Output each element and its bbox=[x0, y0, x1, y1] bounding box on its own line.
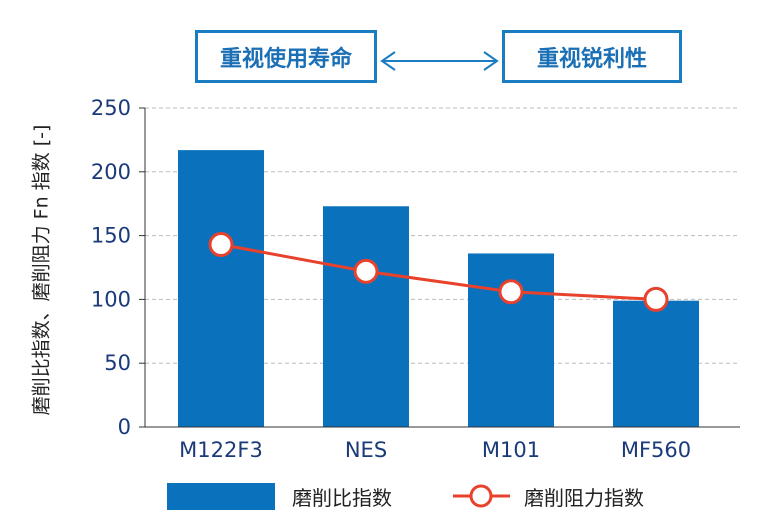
line-point-MF560 bbox=[643, 286, 669, 312]
bar-MF560 bbox=[613, 300, 699, 427]
legend-line-label: 磨削阻力指数 bbox=[524, 486, 644, 510]
y-tick-label: 100 bbox=[91, 287, 131, 311]
line-point-M122F3 bbox=[208, 232, 234, 258]
line-point-NES bbox=[353, 258, 379, 284]
label-box-long-life: 重视使用寿命 bbox=[195, 30, 377, 83]
bar-NES bbox=[323, 206, 409, 427]
line-series bbox=[220, 243, 657, 301]
sharpness-label: 重视锐利性 bbox=[536, 46, 647, 72]
line-point-M101 bbox=[498, 279, 524, 305]
legend-bar-swatch bbox=[167, 483, 275, 510]
y-tick-label: 200 bbox=[91, 160, 131, 184]
x-tick-label: MF560 bbox=[621, 438, 691, 462]
bar-M122F3 bbox=[178, 150, 264, 427]
x-tick-label: M101 bbox=[482, 438, 540, 462]
y-tick-label: 50 bbox=[104, 351, 131, 375]
double-arrow-icon bbox=[380, 51, 499, 71]
y-tick-label: 150 bbox=[91, 224, 131, 248]
x-tick-label: NES bbox=[345, 438, 387, 462]
label-box-sharpness: 重视锐利性 bbox=[502, 30, 682, 83]
x-tick-label: M122F3 bbox=[179, 438, 263, 462]
legend-bar-label: 磨削比指数 bbox=[292, 486, 392, 510]
y-tick-label: 250 bbox=[91, 96, 131, 120]
legend-line-marker bbox=[469, 484, 493, 508]
y-tick-label: 0 bbox=[118, 415, 131, 439]
long-life-label: 重视使用寿命 bbox=[219, 46, 352, 72]
